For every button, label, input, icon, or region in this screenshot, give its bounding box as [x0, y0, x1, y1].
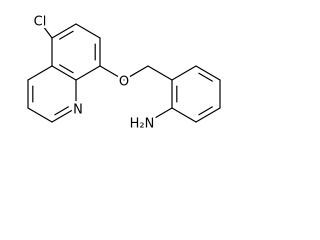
bond [27, 65, 53, 81]
bond [51, 107, 77, 123]
bond [39, 21, 53, 39]
bond [198, 72, 213, 82]
bond [171, 107, 197, 123]
bond [75, 65, 101, 81]
bond [171, 65, 197, 81]
bond [27, 107, 53, 123]
bond [51, 65, 77, 81]
bond [195, 65, 221, 81]
bond [99, 65, 125, 81]
bond [75, 23, 101, 39]
bond [147, 107, 173, 123]
structure: Cl O N H₂N [27, 14, 221, 132]
chlorine-label: Cl [34, 15, 47, 30]
oxygen-label: O [119, 75, 129, 90]
bond [51, 23, 77, 39]
bond [54, 106, 69, 116]
bond [198, 106, 213, 116]
bond [147, 65, 173, 81]
bonds [27, 21, 221, 123]
page: Cl O N H₂N (() => { const data = JSON.pa… [27, 14, 221, 132]
bond [123, 65, 149, 81]
amine-label: H₂N [130, 117, 155, 132]
bond [59, 30, 74, 40]
bond [59, 64, 74, 74]
nitrogen-label: N [73, 103, 83, 118]
bond [195, 107, 221, 123]
